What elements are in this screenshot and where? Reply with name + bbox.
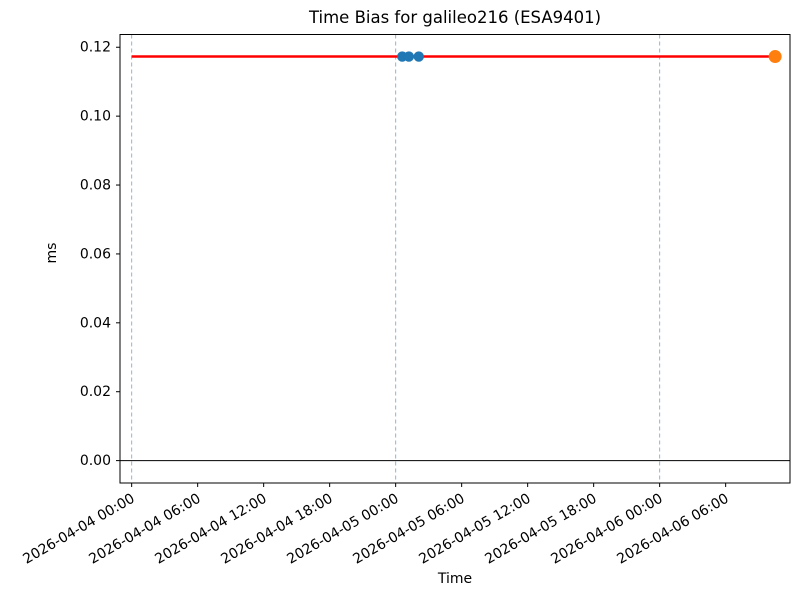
- chart-title: Time Bias for galileo216 (ESA9401): [308, 8, 602, 27]
- y-tick-label: 0.00: [80, 453, 111, 469]
- x-tick-label: 2026-04-04 18:00: [218, 491, 335, 568]
- x-tick-label: 2026-04-05 12:00: [416, 491, 533, 568]
- x-tick-label: 2026-04-05 18:00: [482, 491, 599, 568]
- plot-border: [119, 34, 791, 484]
- x-tick-label: 2026-04-04 00:00: [20, 491, 137, 568]
- x-tick-label: 2026-04-06 06:00: [614, 491, 731, 568]
- y-tick-label: 0.02: [80, 384, 111, 400]
- x-tick-label: 2026-04-05 06:00: [350, 491, 467, 568]
- y-tick-label: 0.08: [80, 178, 111, 194]
- y-tick-label: 0.12: [80, 40, 111, 56]
- y-tick-label: 0.06: [80, 246, 111, 262]
- blue-markers-point: [403, 51, 415, 62]
- x-axis-label: Time: [437, 571, 473, 587]
- x-tick-label: 2026-04-06 00:00: [548, 491, 665, 568]
- orange-marker-point: [768, 50, 782, 64]
- x-tick-label: 2026-04-04 12:00: [152, 491, 269, 568]
- x-tick-label: 2026-04-04 06:00: [86, 491, 203, 568]
- x-tick-label: 2026-04-05 00:00: [284, 491, 401, 568]
- y-tick-label: 0.10: [80, 109, 111, 125]
- y-tick-label: 0.04: [80, 315, 111, 331]
- blue-markers-point: [413, 51, 424, 62]
